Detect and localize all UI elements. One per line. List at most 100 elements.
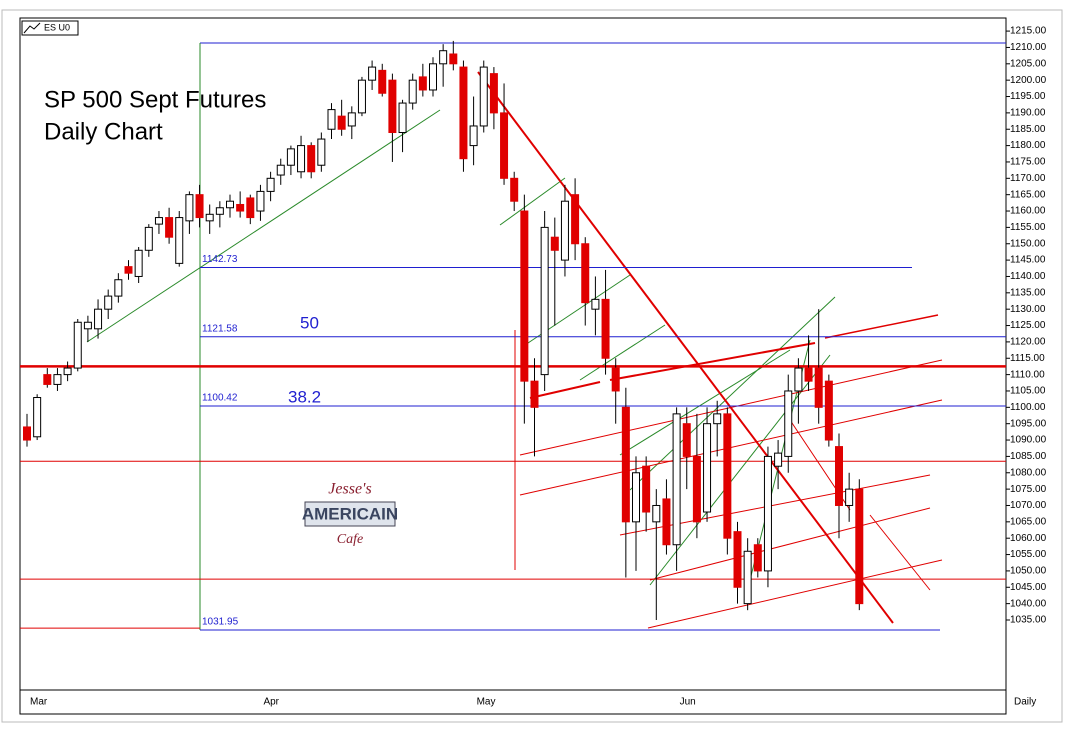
candle-body bbox=[205, 213, 214, 222]
candle-body bbox=[347, 112, 356, 127]
candle-body bbox=[601, 298, 610, 359]
candle-body bbox=[215, 207, 224, 215]
candle-body bbox=[510, 177, 519, 202]
candle-body bbox=[175, 217, 184, 264]
y-tick-label: 1160.00 bbox=[1010, 206, 1046, 217]
candle-body bbox=[459, 66, 468, 160]
y-tick-label: 1200.00 bbox=[1010, 75, 1047, 86]
y-tick-label: 1130.00 bbox=[1010, 304, 1046, 315]
candle-body bbox=[621, 406, 630, 523]
y-tick-label: 1125.00 bbox=[1010, 320, 1046, 331]
candle-body bbox=[774, 452, 783, 467]
candle-body bbox=[368, 66, 377, 81]
candle-body bbox=[408, 79, 417, 104]
x-tick-label: Jun bbox=[680, 697, 696, 708]
candle-body bbox=[733, 531, 742, 588]
candle-body bbox=[500, 112, 509, 179]
candle-body bbox=[794, 367, 803, 392]
candle-body bbox=[439, 50, 448, 65]
candle-body bbox=[571, 194, 580, 245]
candle-body bbox=[449, 53, 458, 65]
y-tick-label: 1170.00 bbox=[1010, 173, 1046, 184]
candle-body bbox=[642, 465, 651, 513]
chart-subtitle: Daily Chart bbox=[44, 118, 163, 145]
candle-body bbox=[307, 145, 316, 173]
candle-body bbox=[317, 138, 326, 166]
candle-body bbox=[357, 79, 366, 114]
y-tick-label: 1080.00 bbox=[1010, 467, 1047, 478]
candle-body bbox=[845, 488, 854, 506]
x-axis-label: Daily bbox=[1014, 697, 1036, 708]
candle-body bbox=[763, 455, 772, 572]
candle-body bbox=[43, 374, 52, 385]
fib-annotation: 50 bbox=[300, 313, 319, 332]
candle-body bbox=[246, 197, 255, 219]
y-tick-label: 1165.00 bbox=[1010, 189, 1046, 200]
candle-body bbox=[23, 426, 31, 441]
candle-body bbox=[835, 446, 843, 506]
y-tick-label: 1070.00 bbox=[1010, 500, 1047, 511]
candle-body bbox=[479, 66, 488, 127]
candle-body bbox=[104, 295, 113, 310]
candle-body bbox=[703, 423, 712, 513]
candle-body bbox=[418, 76, 427, 91]
plot-area bbox=[19, 17, 1007, 691]
candle-body bbox=[256, 190, 265, 212]
candle-body bbox=[154, 217, 163, 225]
candle-body bbox=[73, 321, 82, 369]
fib-level-label: 1100.42 bbox=[202, 393, 238, 404]
watermark-text: Cafe bbox=[337, 532, 363, 547]
watermark-text: Jesse's bbox=[328, 481, 371, 498]
candle-body bbox=[814, 367, 823, 408]
y-tick-label: 1195.00 bbox=[1010, 91, 1046, 102]
candle-body bbox=[185, 194, 194, 222]
symbol-icon bbox=[23, 22, 41, 34]
y-tick-label: 1155.00 bbox=[1010, 222, 1046, 233]
candle-body bbox=[540, 226, 549, 376]
candle-body bbox=[429, 63, 437, 91]
x-axis-strip bbox=[19, 689, 1007, 715]
candle-body bbox=[662, 498, 671, 546]
y-tick-label: 1040.00 bbox=[1010, 598, 1047, 609]
candle-body bbox=[144, 226, 153, 251]
y-tick-label: 1145.00 bbox=[1010, 255, 1046, 266]
y-tick-label: 1090.00 bbox=[1010, 435, 1047, 446]
candle-body bbox=[226, 200, 234, 209]
candle-body bbox=[520, 210, 529, 382]
candle-body bbox=[723, 413, 732, 539]
y-tick-label: 1215.00 bbox=[1010, 26, 1047, 37]
candle-body bbox=[94, 308, 103, 330]
y-tick-label: 1190.00 bbox=[1010, 108, 1046, 119]
candle-body bbox=[560, 200, 569, 261]
candle-body bbox=[236, 203, 245, 212]
symbol: ES U0 bbox=[44, 22, 70, 32]
candle-body bbox=[530, 380, 539, 408]
fib-level-label: 1031.95 bbox=[202, 617, 239, 628]
candle-body bbox=[114, 279, 123, 297]
candle-body bbox=[753, 544, 762, 572]
trendlines-red bbox=[477, 71, 943, 629]
y-tick-label: 1115.00 bbox=[1010, 353, 1045, 364]
symbol-box bbox=[21, 20, 79, 36]
x-tick-label: Mar bbox=[30, 697, 48, 708]
y-tick-label: 1085.00 bbox=[1010, 451, 1047, 462]
candle-body bbox=[804, 367, 813, 382]
candle-body bbox=[266, 177, 275, 192]
candle-body bbox=[195, 194, 204, 219]
y-tick-label: 1120.00 bbox=[1010, 337, 1046, 348]
candle-body bbox=[713, 413, 722, 425]
y-tick-label: 1075.00 bbox=[1010, 484, 1047, 495]
candle-body bbox=[53, 374, 62, 385]
y-tick-label: 1135.00 bbox=[1010, 287, 1046, 298]
y-tick-label: 1185.00 bbox=[1010, 124, 1046, 135]
candle-body bbox=[388, 79, 397, 134]
y-tick-label: 1095.00 bbox=[1010, 418, 1047, 429]
fib-annotation: 38.2 bbox=[288, 387, 321, 406]
candle-body bbox=[165, 217, 174, 238]
y-tick-label: 1055.00 bbox=[1010, 549, 1047, 560]
candle-body bbox=[743, 550, 752, 605]
candle-body bbox=[297, 145, 306, 173]
candle-body bbox=[682, 423, 691, 457]
candle-body bbox=[134, 249, 143, 277]
